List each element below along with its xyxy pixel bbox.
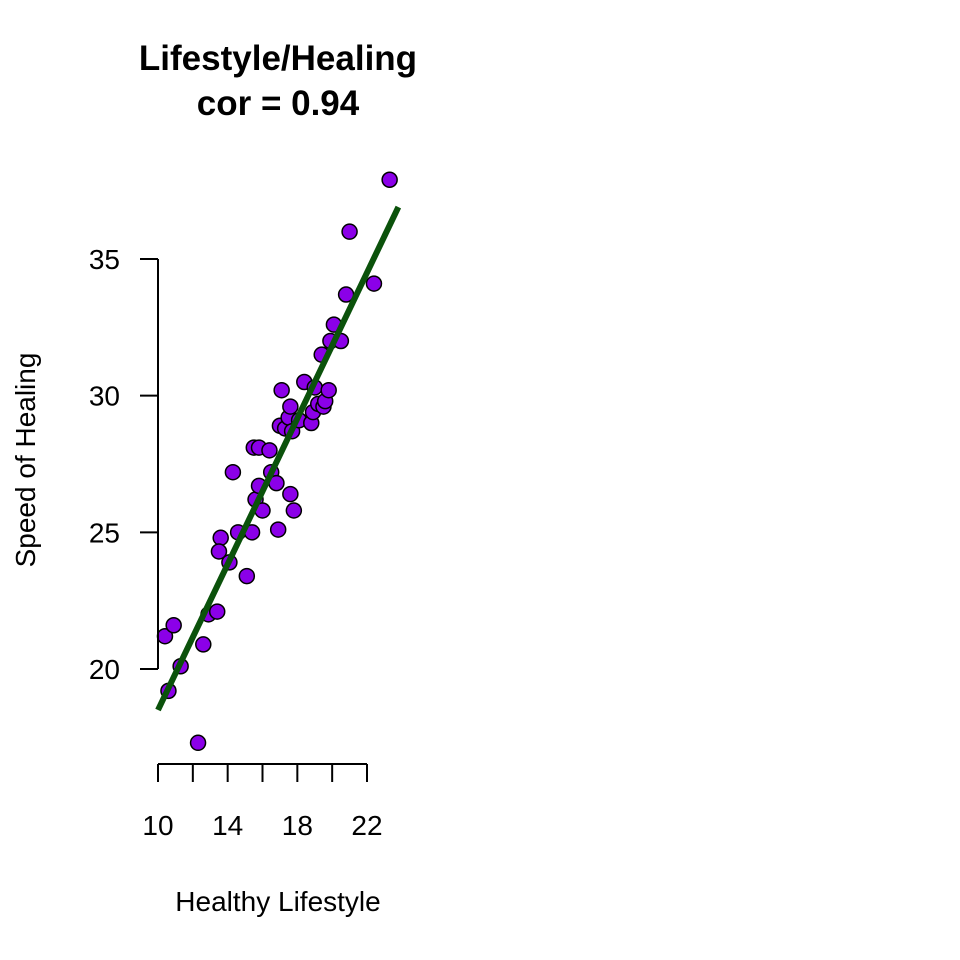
chart-title: Lifestyle/Healing <box>139 39 417 78</box>
chart-subtitle: cor = 0.94 <box>197 84 360 123</box>
y-tick-label: 35 <box>89 244 120 275</box>
x-tick-label: 14 <box>212 810 243 841</box>
y-axis-label: Speed of Healing <box>10 353 41 568</box>
data-point <box>320 381 337 399</box>
y-tick-label: 20 <box>89 654 120 685</box>
x-axis-label: Healthy Lifestyle <box>175 886 380 917</box>
data-point <box>381 171 398 188</box>
data-point <box>282 485 299 503</box>
data-point <box>285 502 303 519</box>
x-axis: 10 14 18 22 <box>142 763 383 841</box>
data-point <box>273 381 290 399</box>
data-point <box>195 636 212 653</box>
data-point <box>210 543 228 560</box>
data-point <box>261 442 278 459</box>
y-tick-label: 30 <box>89 381 120 412</box>
y-axis: 20 25 30 35 <box>89 244 159 685</box>
data-point <box>212 529 229 547</box>
data-point <box>189 734 207 752</box>
regression-line <box>155 205 402 712</box>
data-point <box>282 398 299 415</box>
y-tick-label: 25 <box>89 517 120 548</box>
data-point <box>224 463 242 481</box>
plot-area <box>155 171 402 752</box>
data-point <box>238 567 256 585</box>
data-point <box>341 223 358 240</box>
data-point <box>208 603 226 620</box>
x-tick-label: 10 <box>142 810 173 841</box>
data-point <box>365 275 383 292</box>
data-point <box>165 617 182 634</box>
x-tick-label: 22 <box>351 810 382 841</box>
data-point <box>269 521 287 538</box>
x-tick-label: 18 <box>282 810 313 841</box>
